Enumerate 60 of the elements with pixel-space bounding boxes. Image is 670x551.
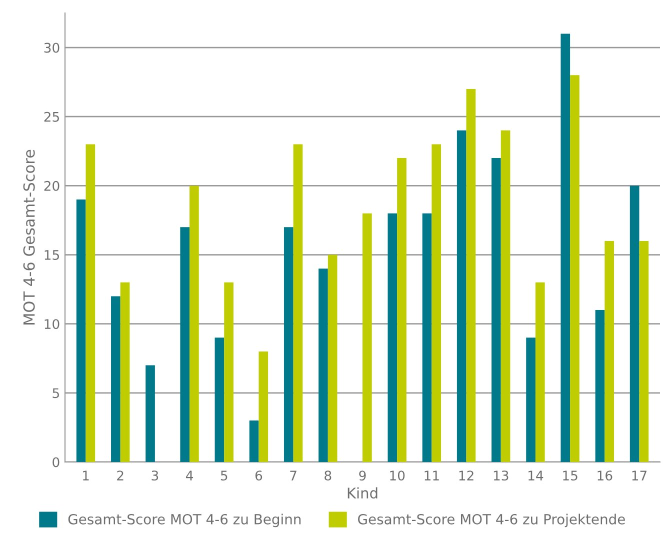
- bar: [422, 213, 432, 462]
- bar: [492, 158, 501, 462]
- y-tick-label: 5: [52, 388, 59, 398]
- y-tick-label: 25: [44, 112, 59, 122]
- x-tick-label: 16: [598, 470, 612, 481]
- bar: [432, 144, 442, 462]
- bar: [397, 158, 406, 462]
- bar: [293, 144, 303, 462]
- x-tick-label: 14: [528, 470, 544, 480]
- x-tick-label: 2: [117, 470, 124, 480]
- y-tick-label: 20: [44, 180, 60, 191]
- x-axis-title: Kind: [348, 487, 378, 499]
- y-tick-label: 0: [52, 457, 60, 468]
- bar: [500, 130, 510, 462]
- x-tick-label: 12: [459, 470, 474, 480]
- bar: [526, 338, 536, 462]
- x-tick-label: 15: [563, 470, 578, 481]
- x-tick-label: 5: [220, 470, 228, 481]
- y-tick-label: 15: [44, 250, 59, 260]
- x-tick-label: 11: [424, 470, 439, 480]
- bar: [570, 75, 580, 462]
- x-tick-label: 9: [359, 470, 366, 481]
- bar: [560, 34, 570, 462]
- bar: [535, 282, 545, 462]
- x-tick-label: 17: [632, 470, 647, 480]
- legend-label: Gesamt-Score MOT 4-6 zu Beginn: [68, 514, 301, 528]
- bar: [249, 420, 259, 462]
- bar: [456, 130, 466, 462]
- bar: [362, 213, 372, 462]
- bar: [466, 88, 476, 462]
- x-tick-label: 3: [152, 470, 158, 481]
- bar: [595, 310, 605, 462]
- x-tick-label: 6: [255, 470, 262, 481]
- bar: [328, 254, 338, 462]
- bar: [604, 240, 614, 462]
- x-tick-label: 4: [186, 470, 193, 480]
- y-tick-label: 30: [44, 42, 60, 53]
- y-axis-title: MOT 4-6 Gesamt-Score: [23, 150, 35, 324]
- x-tick-label: 10: [390, 470, 405, 481]
- bar: [258, 351, 268, 462]
- bar: [630, 186, 640, 462]
- bar: [284, 227, 294, 462]
- bar: [111, 296, 120, 462]
- x-tick-label: 8: [324, 470, 332, 481]
- x-tick-label: 7: [290, 470, 296, 480]
- bar: [639, 240, 649, 462]
- x-tick-label: 13: [494, 470, 508, 481]
- x-tick-label: 1: [83, 470, 89, 480]
- bar: [76, 200, 86, 462]
- bar: [146, 365, 155, 462]
- bar: [224, 282, 234, 462]
- bar: [214, 338, 224, 462]
- legend-label: Gesamt-Score MOT 4-6 zu Projektende: [358, 514, 625, 528]
- bar: [86, 144, 96, 462]
- bar: [180, 227, 190, 462]
- bar: [318, 268, 328, 462]
- bar: [388, 213, 398, 462]
- bar: [120, 282, 130, 462]
- bar: [190, 186, 199, 462]
- y-tick-label: 10: [44, 319, 60, 330]
